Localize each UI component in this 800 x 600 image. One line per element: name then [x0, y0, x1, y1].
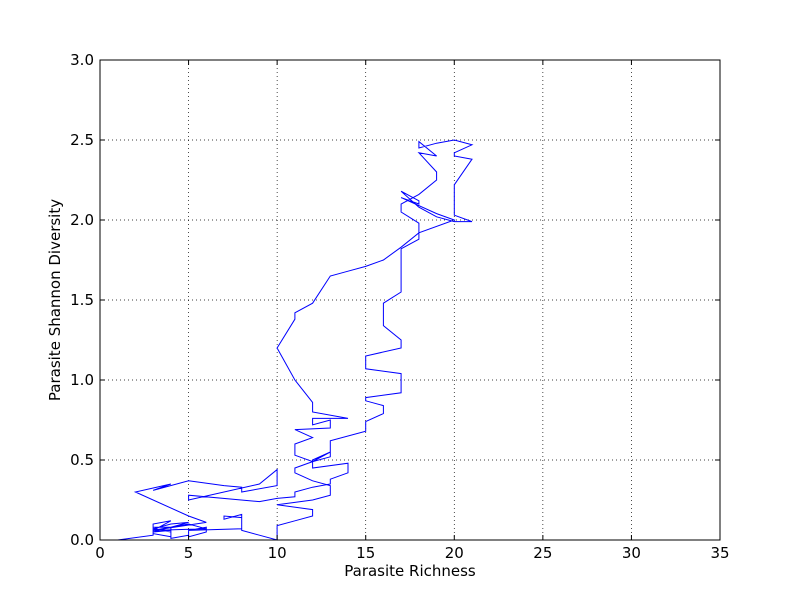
tick-marks — [99, 59, 721, 541]
y-tick-label: 2.0 — [70, 211, 94, 229]
x-tick-label: 10 — [268, 544, 287, 562]
y-axis-label: Parasite Shannon Diversity — [46, 199, 64, 401]
x-tick-label: 30 — [622, 544, 641, 562]
x-tick-label: 0 — [95, 544, 105, 562]
x-axis-label: Parasite Richness — [344, 562, 476, 580]
x-tick-label: 25 — [533, 544, 552, 562]
y-tick-label: 0.5 — [70, 451, 94, 469]
x-tick-labels: 0 5 10 15 20 25 30 35 — [95, 544, 729, 562]
x-tick-label: 15 — [356, 544, 375, 562]
x-tick-label: 35 — [710, 544, 729, 562]
x-tick-label: 5 — [184, 544, 194, 562]
y-tick-label: 0.0 — [70, 531, 94, 549]
y-tick-labels: 0.0 0.5 1.0 1.5 2.0 2.5 3.0 — [70, 51, 94, 549]
y-tick-label: 1.0 — [70, 371, 94, 389]
grid-lines — [100, 60, 720, 540]
y-tick-label: 1.5 — [70, 291, 94, 309]
x-tick-label: 20 — [445, 544, 464, 562]
y-tick-label: 3.0 — [70, 51, 94, 69]
y-tick-label: 2.5 — [70, 131, 94, 149]
